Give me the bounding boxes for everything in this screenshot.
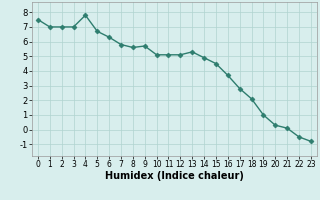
X-axis label: Humidex (Indice chaleur): Humidex (Indice chaleur) [105, 171, 244, 181]
